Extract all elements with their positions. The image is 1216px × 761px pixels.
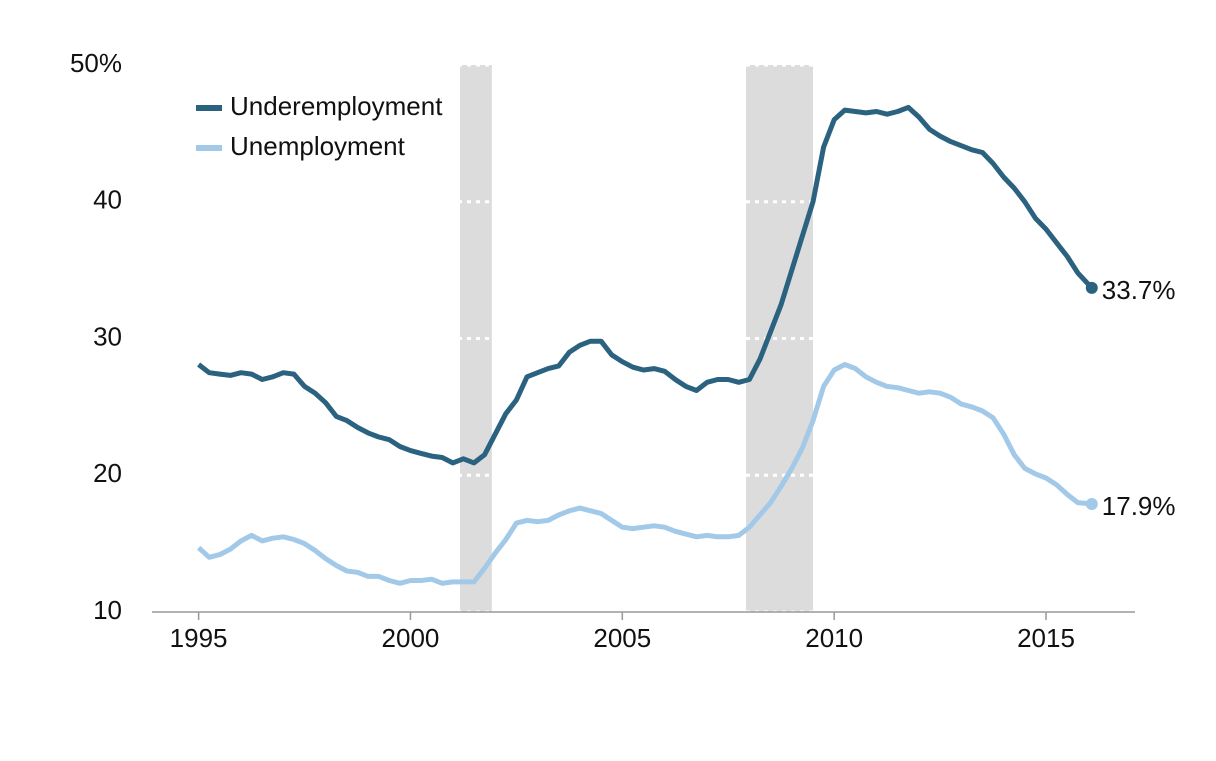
x-tick-label: 2010	[805, 623, 863, 653]
y-tick-label: 10	[93, 595, 122, 625]
value-label: 33.7%	[1102, 275, 1176, 305]
x-tick-label: 2005	[593, 623, 651, 653]
end-point	[1085, 497, 1098, 510]
y-tick-label: 20	[93, 458, 122, 488]
x-tick-label: 2000	[382, 623, 440, 653]
legend-label: Underemployment	[230, 91, 443, 121]
legend-label: Unemployment	[230, 131, 406, 161]
value-label: 17.9%	[1102, 491, 1176, 521]
y-tick-label: 40	[93, 185, 122, 215]
series-line	[197, 104, 1094, 466]
series-line	[196, 362, 1093, 586]
x-tick-label: 2015	[1017, 623, 1075, 653]
y-tick-label: 30	[93, 321, 122, 351]
y-tick-label: 50%	[70, 48, 122, 78]
x-tick-label: 1995	[170, 623, 228, 653]
end-point	[1085, 281, 1098, 294]
